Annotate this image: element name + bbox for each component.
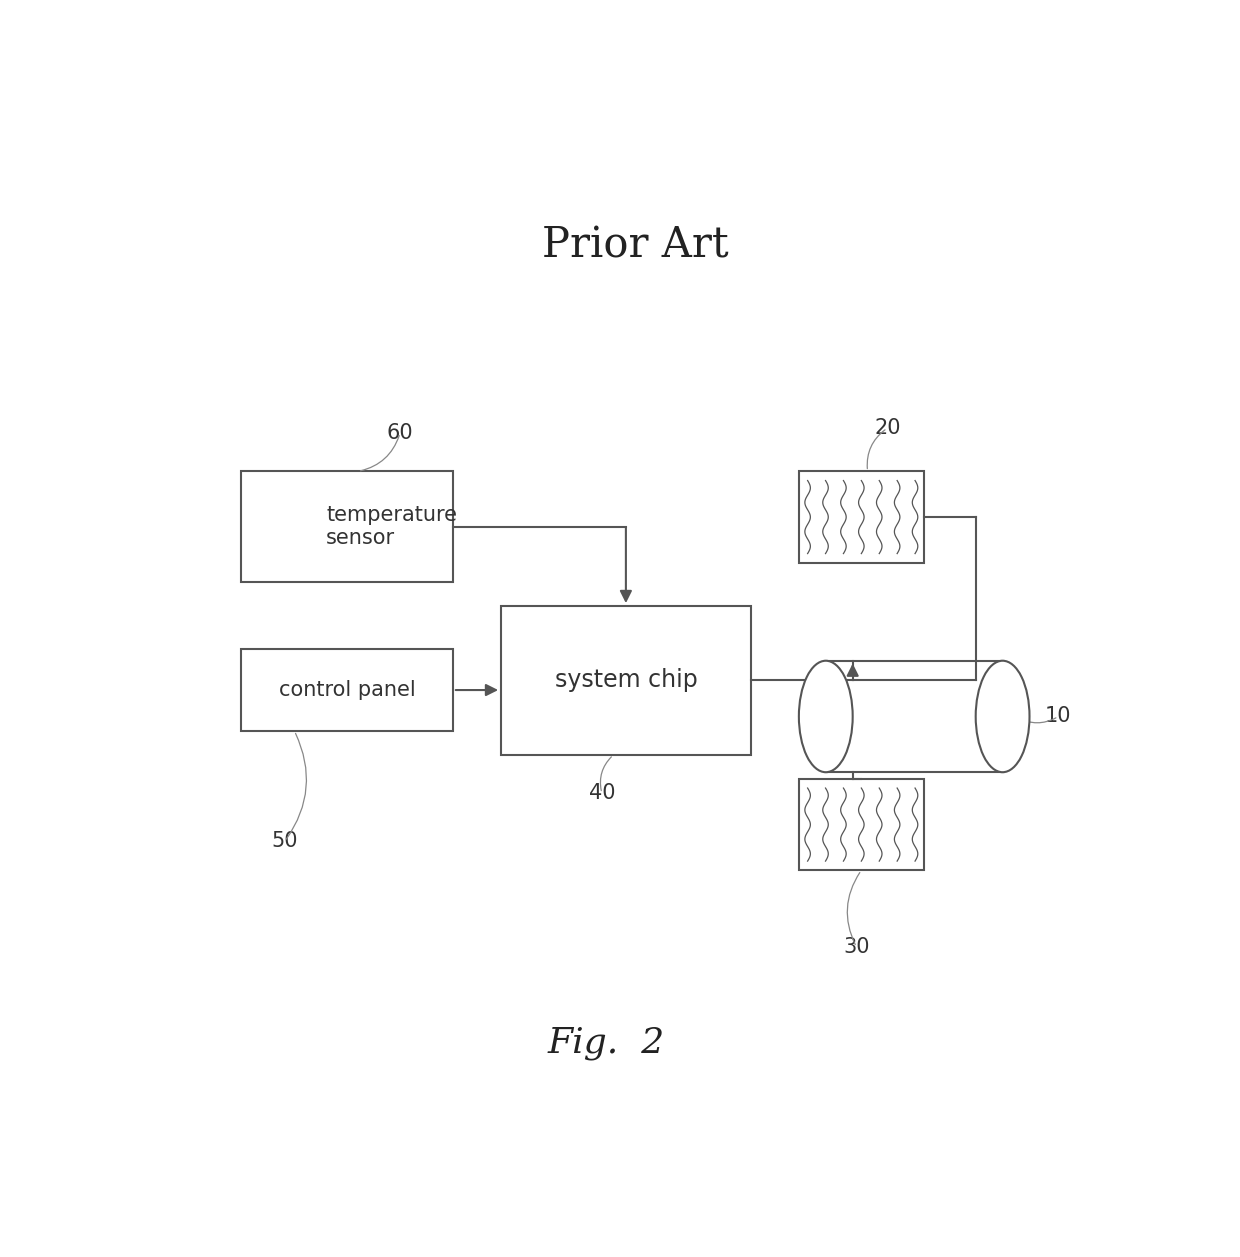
Bar bbox=[826, 661, 1003, 772]
Ellipse shape bbox=[976, 661, 1029, 772]
Text: temperature
sensor: temperature sensor bbox=[326, 505, 458, 548]
Bar bbox=[242, 649, 453, 730]
Text: 10: 10 bbox=[1045, 706, 1071, 727]
Bar bbox=[799, 779, 924, 870]
Text: Fig.  2: Fig. 2 bbox=[548, 1026, 666, 1060]
Text: 40: 40 bbox=[589, 783, 615, 803]
Bar bbox=[799, 471, 924, 563]
Text: control panel: control panel bbox=[279, 680, 415, 700]
Bar bbox=[242, 471, 453, 582]
Ellipse shape bbox=[799, 661, 853, 772]
Text: 50: 50 bbox=[272, 831, 298, 851]
Text: 20: 20 bbox=[874, 419, 900, 439]
Text: 30: 30 bbox=[843, 938, 869, 957]
Bar bbox=[501, 606, 750, 755]
Text: 60: 60 bbox=[387, 422, 413, 442]
Text: Prior Art: Prior Art bbox=[542, 225, 729, 266]
Text: system chip: system chip bbox=[554, 669, 697, 693]
